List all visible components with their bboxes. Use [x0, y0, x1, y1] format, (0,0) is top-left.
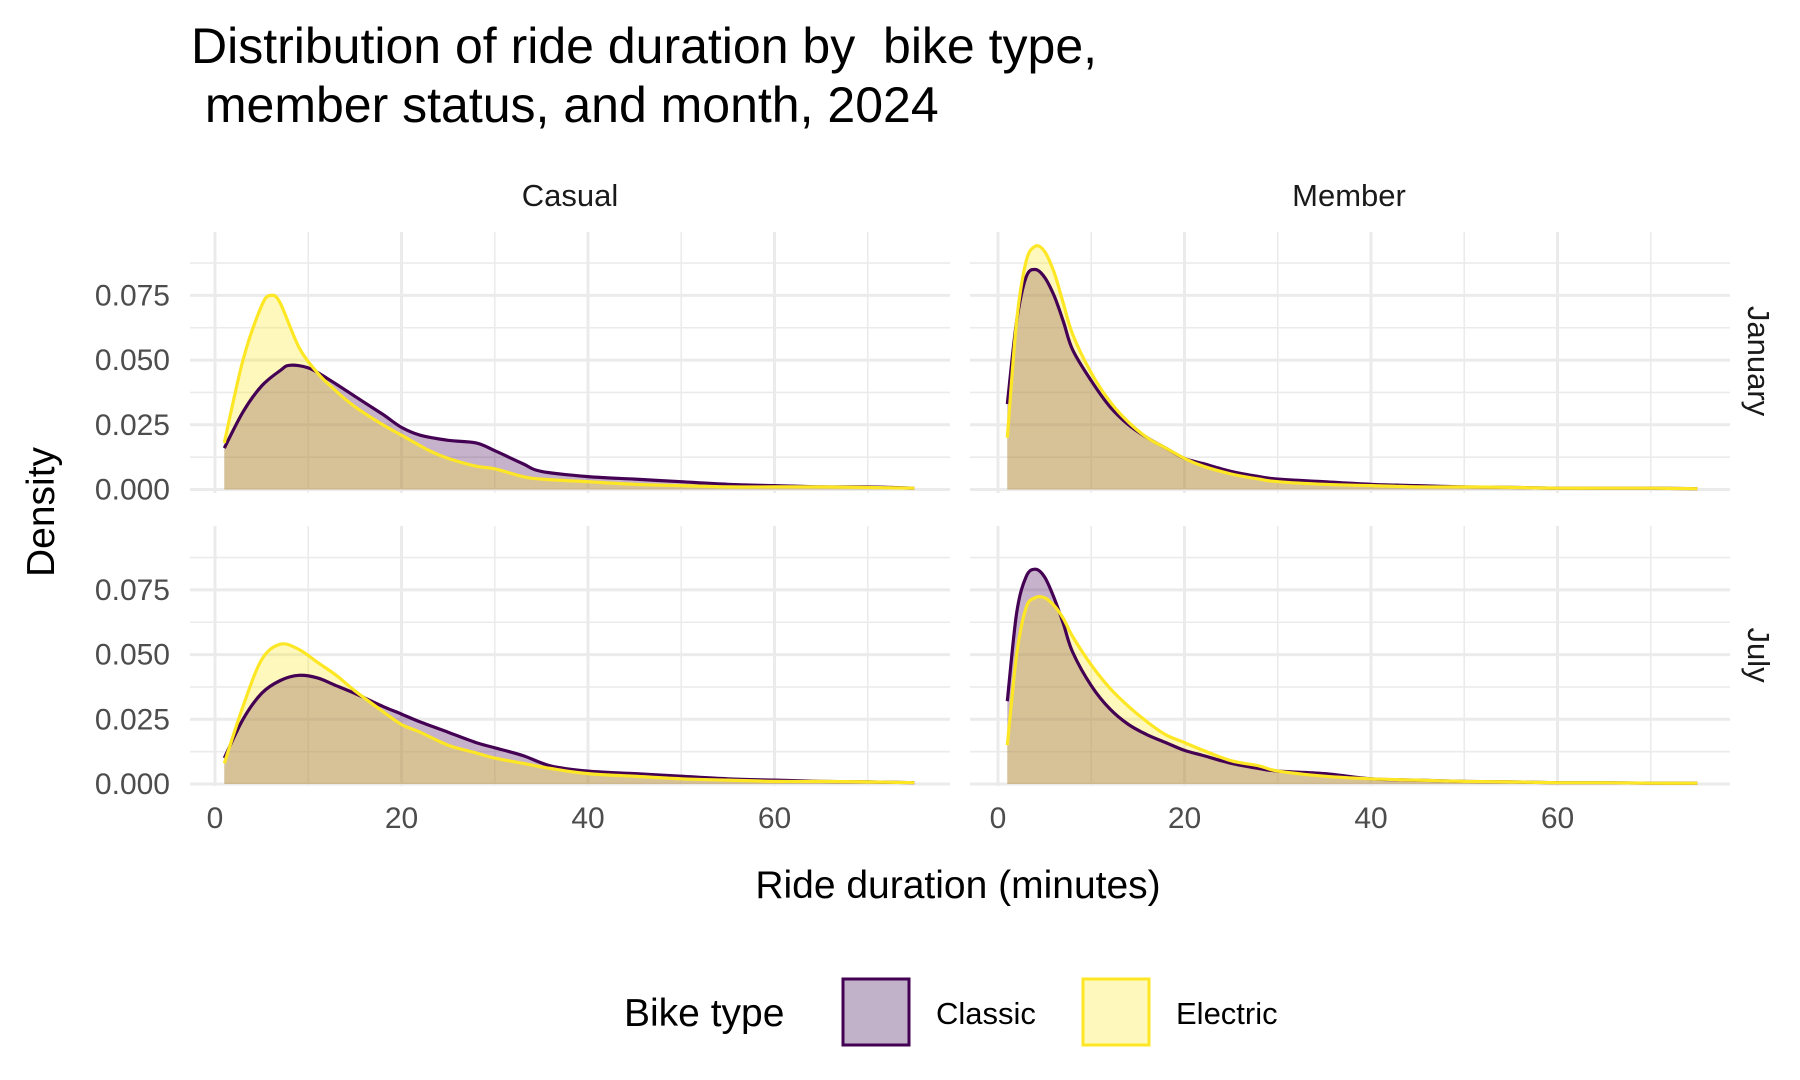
y-tick-january-0: 0.000 [95, 474, 170, 507]
density-lines [222, 244, 1698, 785]
density-areas [224, 245, 1698, 784]
line-electric-member-january [1005, 244, 1698, 491]
strip-label-july: July [1741, 627, 1776, 683]
area-classic-casual-january [224, 365, 915, 490]
strip-label-member: Member [1292, 178, 1406, 213]
legend-key-classic [841, 977, 911, 1047]
x-tick-member-2: 40 [1354, 802, 1387, 835]
strip-label-january: January [1741, 306, 1776, 417]
line-electric-casual-july [222, 642, 915, 785]
y-tick-july-1: 0.025 [95, 703, 170, 736]
area-classic-member-july [1007, 569, 1698, 784]
y-tick-july-0: 0.000 [95, 768, 170, 801]
chart-title-line-1: Distribution of ride duration by bike ty… [191, 18, 1097, 74]
area-electric-casual-july [224, 643, 915, 784]
strip-label-casual: Casual [522, 178, 619, 213]
area-classic-casual-july [224, 675, 915, 784]
y-tick-january-3: 0.075 [95, 279, 170, 312]
area-electric-member-july [1007, 596, 1698, 784]
x-tick-casual-3: 60 [758, 802, 791, 835]
area-electric-casual-january [224, 295, 915, 490]
y-tick-july-2: 0.050 [95, 639, 170, 672]
chart-title-line-2: member status, and month, 2024 [191, 77, 939, 133]
legend: Bike type Classic Electric [624, 977, 1278, 1047]
x-tick-member-3: 60 [1541, 802, 1574, 835]
grid-layer [190, 232, 1730, 786]
line-classic-casual-january [222, 363, 915, 490]
x-tick-casual-2: 40 [571, 802, 604, 835]
y-axis-title: Density [20, 446, 63, 577]
area-classic-member-january [1007, 269, 1698, 490]
legend-key-electric [1081, 977, 1151, 1047]
x-tick-casual-1: 20 [385, 802, 418, 835]
legend-title: Bike type [624, 992, 784, 1035]
tick-labels: 0.000 0.025 0.050 0.075 0.000 0.025 0.050 0.075… [95, 279, 1574, 835]
y-tick-january-1: 0.025 [95, 409, 170, 442]
x-axis-title: Ride duration (minutes) [755, 864, 1160, 907]
line-electric-member-july [1005, 594, 1698, 785]
y-tick-january-2: 0.050 [95, 344, 170, 377]
legend-label-electric: Electric [1176, 996, 1278, 1031]
y-tick-july-3: 0.075 [95, 574, 170, 607]
area-electric-member-january [1007, 245, 1698, 490]
legend-label-classic: Classic [936, 996, 1036, 1031]
x-tick-member-1: 20 [1168, 802, 1201, 835]
x-tick-casual-0: 0 [207, 802, 224, 835]
x-tick-member-0: 0 [990, 802, 1007, 835]
line-electric-casual-january [222, 293, 915, 490]
